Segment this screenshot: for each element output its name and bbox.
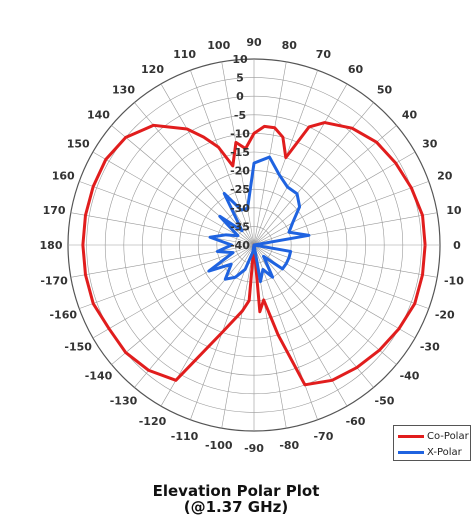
angle-label: -10 [444,274,464,287]
angle-label: 80 [282,39,298,52]
series-layer [81,121,427,387]
angle-label: 50 [377,83,393,96]
x-polar-line [207,155,311,284]
grid-spoke [134,244,255,388]
co-polar-swatch [398,434,424,438]
angle-label: 120 [141,63,164,76]
grid-spoke [160,83,255,246]
angle-label: 70 [316,48,332,61]
grid-spoke [70,212,255,246]
angle-label: -130 [110,395,138,408]
x-polar-swatch [398,450,424,454]
angle-label: -40 [400,369,420,382]
radial-tick-label: -25 [230,183,250,196]
grid-spoke [253,244,416,339]
grid-spoke [253,125,397,246]
chart-subtitle: (@1.37 GHz) [183,498,289,516]
angle-label: -90 [244,442,264,455]
angle-label: 40 [402,109,418,122]
radial-tick-label: -15 [230,146,250,159]
angle-label: 160 [52,170,75,183]
angle-label: -150 [64,341,92,354]
grid-spoke [253,151,416,246]
legend-item-co-polar: Co-Polar [398,429,469,443]
legend-item-x-polar: X-Polar [398,445,462,459]
angle-label: 130 [112,83,135,96]
radial-tick-label: -35 [230,220,250,233]
grid-spoke [253,244,318,420]
angle-label: 140 [87,109,110,122]
angle-label: -100 [205,439,233,452]
angle-label: -70 [313,430,333,443]
angle-label: -80 [279,439,299,452]
angle-label: -170 [40,274,68,287]
angle-label: -160 [49,308,77,321]
chart-title: Elevation Polar Plot [152,482,320,500]
grid-spoke [221,244,255,429]
grid-spoke [253,102,374,246]
grid-spoke [253,244,374,388]
angle-label: 0 [453,239,461,252]
angle-label: 30 [422,138,438,151]
angle-label: -20 [435,308,455,321]
legend-label-x-polar: X-Polar [427,446,462,458]
angle-label: 20 [437,170,453,183]
grid-spoke [253,244,429,309]
grid-spoke [111,125,255,246]
legend: Co-Polar X-Polar [393,425,471,461]
grid-spoke [92,151,255,246]
radial-tick-label: 0 [236,90,244,103]
grid-spoke [253,181,429,246]
grid-spoke [92,244,255,339]
angle-label: 170 [43,204,66,217]
angle-label: -140 [85,369,113,382]
co-polar-line [81,121,427,387]
axis-labels: 0102030405060708090100110120130140150160… [40,36,465,455]
angle-label: 60 [348,63,364,76]
angle-label: 150 [67,138,90,151]
radial-tick-label: -30 [230,202,250,215]
legend-label-co-polar: Co-Polar [427,430,469,442]
angle-label: -30 [420,341,440,354]
radial-tick-label: -5 [234,109,246,122]
radial-tick-label: -20 [230,165,250,178]
grid-spoke [221,61,255,246]
grid-spoke [253,61,287,246]
angle-label: 10 [446,204,462,217]
grid-spoke [190,70,255,246]
angle-label: 110 [173,48,196,61]
angle-label: -50 [375,395,395,408]
grid-spoke [79,244,255,309]
angle-label: 100 [207,39,230,52]
grid-spoke [253,83,348,246]
radial-tick-label: 10 [232,53,248,66]
angle-label: 180 [40,239,63,252]
angle-label: -110 [171,430,199,443]
grid-spoke [111,244,255,365]
radial-tick-label: 5 [236,72,244,85]
grid-spoke [70,244,255,278]
radial-tick-label: -40 [230,239,250,252]
radial-tick-label: -10 [230,127,250,140]
angle-label: -60 [346,415,366,428]
angle-label: 90 [246,36,262,49]
polar-plot: 0102030405060708090100110120130140150160… [40,36,465,455]
angle-label: -120 [139,415,167,428]
